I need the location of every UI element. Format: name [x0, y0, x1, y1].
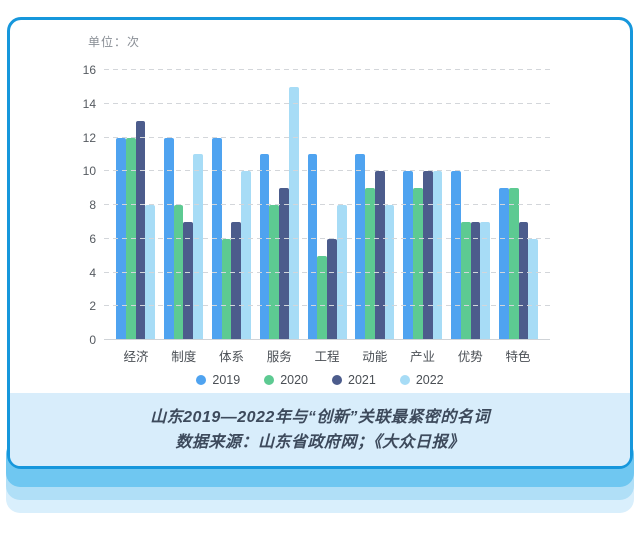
bar-2021-经济: [135, 120, 146, 340]
bar-2022-特色: [528, 238, 538, 340]
y-tick-label-10: 10: [82, 164, 96, 179]
y-tick-label-4: 4: [89, 265, 96, 280]
x-tick-label-制度: 制度: [171, 350, 197, 364]
legend-item-2021: 2021: [332, 373, 376, 387]
bar-2020-优势: [460, 221, 471, 340]
bar-2022-体系: [241, 171, 251, 340]
bar-2020-特色: [508, 188, 519, 340]
gridline-6: [104, 237, 550, 239]
bar-group-特色: [499, 70, 538, 340]
x-tick-label-动能: 动能: [362, 350, 388, 364]
bar-group-动能: [355, 70, 395, 340]
bar-2019-制度: [163, 137, 174, 340]
legend-dot-icon: [332, 375, 342, 385]
x-tick-label-服务: 服务: [266, 350, 292, 364]
bar-2020-动能: [365, 188, 375, 340]
x-tick-label-工程: 工程: [314, 350, 340, 364]
legend-label: 2021: [348, 373, 376, 387]
y-tick-label-2: 2: [89, 299, 96, 314]
y-tick-label-6: 6: [89, 231, 96, 246]
bar-2021-体系: [231, 221, 241, 340]
bar-2022-动能: [384, 205, 395, 340]
legend-dot-icon: [264, 375, 275, 385]
bar-2021-工程: [327, 238, 337, 340]
bar-2019-产业: [403, 171, 413, 340]
bar-2021-制度: [183, 221, 194, 340]
plot-area: [104, 69, 550, 340]
bar-2020-体系: [221, 238, 232, 340]
bar-2022-优势: [480, 221, 491, 340]
bar-2019-经济: [116, 137, 126, 340]
bar-2019-工程: [307, 154, 318, 340]
legend-label: 2019: [212, 373, 241, 387]
gridline-8: [104, 204, 550, 205]
bar-2022-制度: [193, 154, 203, 340]
y-tick-label-16: 16: [82, 63, 96, 77]
bar-2020-制度: [173, 205, 184, 340]
bar-2022-服务: [288, 86, 299, 340]
bars-container: [104, 70, 550, 340]
bar-2019-服务: [259, 154, 270, 340]
y-tick-label-8: 8: [89, 198, 96, 212]
x-tick-label-体系: 体系: [218, 350, 244, 364]
legend-dot-icon: [399, 375, 410, 385]
legend-item-2020: 2020: [264, 373, 308, 387]
bar-group-工程: [307, 70, 347, 340]
legend-dot-icon: [196, 375, 207, 385]
unit-label: 单位：次: [88, 35, 141, 49]
gridline-2: [104, 305, 550, 307]
bar-2019-体系: [211, 137, 222, 340]
bar-2020-经济: [125, 137, 136, 340]
x-axis-tick-labels: 经济 制度 体系 服务 工程 动能 产业 优势 特色: [104, 346, 550, 365]
bar-group-制度: [163, 70, 203, 340]
x-tick-label-特色: 特色: [505, 350, 531, 364]
chart-card: 单位：次 0 2 4 6 8 10 12 14 16 经济 制度 体系 服务 工程 动能 产业 优势 特色 20…: [7, 17, 633, 469]
bar-group-服务: [259, 70, 299, 340]
bar-group-体系: [211, 70, 251, 340]
y-tick-label-0: 0: [89, 333, 96, 347]
bar-group-产业: [403, 70, 443, 340]
data-source: 数据来源：山东省政府网；《大众日报》: [175, 434, 465, 451]
gridline-10: [104, 170, 550, 172]
bar-2021-服务: [279, 188, 289, 340]
legend: 2019 2020 2021 2022: [10, 373, 630, 387]
bar-2022-经济: [145, 205, 155, 340]
legend-label: 2022: [415, 373, 444, 387]
y-tick-label-12: 12: [82, 130, 96, 145]
chart-title: 山东2019—2022年与“创新”关联最紧密的名词: [150, 409, 490, 426]
bar-2021-产业: [422, 171, 433, 340]
x-tick-label-产业: 产业: [409, 350, 435, 364]
bar-group-优势: [451, 70, 491, 340]
gridline-4: [104, 271, 550, 273]
gridline-12: [104, 136, 550, 138]
legend-item-2019: 2019: [196, 373, 240, 387]
gridline-14: [104, 102, 550, 104]
bar-2022-产业: [432, 171, 443, 340]
caption-band: 山东2019—2022年与“创新”关联最紧密的名词 数据来源：山东省政府网；《大…: [10, 393, 630, 466]
x-axis-line: [104, 339, 550, 340]
bar-2022-工程: [336, 205, 347, 340]
legend-item-2022: 2022: [399, 373, 444, 387]
x-tick-label-经济: 经济: [123, 350, 149, 364]
x-tick-label-优势: 优势: [457, 350, 483, 364]
bar-group-经济: [116, 70, 155, 340]
bar-2021-优势: [470, 221, 481, 340]
bar-2019-优势: [451, 171, 461, 340]
legend-label: 2020: [280, 373, 308, 387]
bar-2021-特色: [518, 221, 529, 340]
y-tick-label-14: 14: [82, 96, 96, 111]
bar-2019-特色: [499, 188, 509, 340]
bar-2020-工程: [317, 255, 327, 340]
bar-2020-产业: [413, 188, 423, 340]
bar-2021-动能: [374, 171, 385, 340]
bar-2019-动能: [355, 154, 366, 340]
gridline-16: [104, 69, 550, 70]
y-axis-tick-labels: 0 2 4 6 8 10 12 14 16: [38, 63, 96, 347]
bar-2020-服务: [269, 205, 280, 340]
